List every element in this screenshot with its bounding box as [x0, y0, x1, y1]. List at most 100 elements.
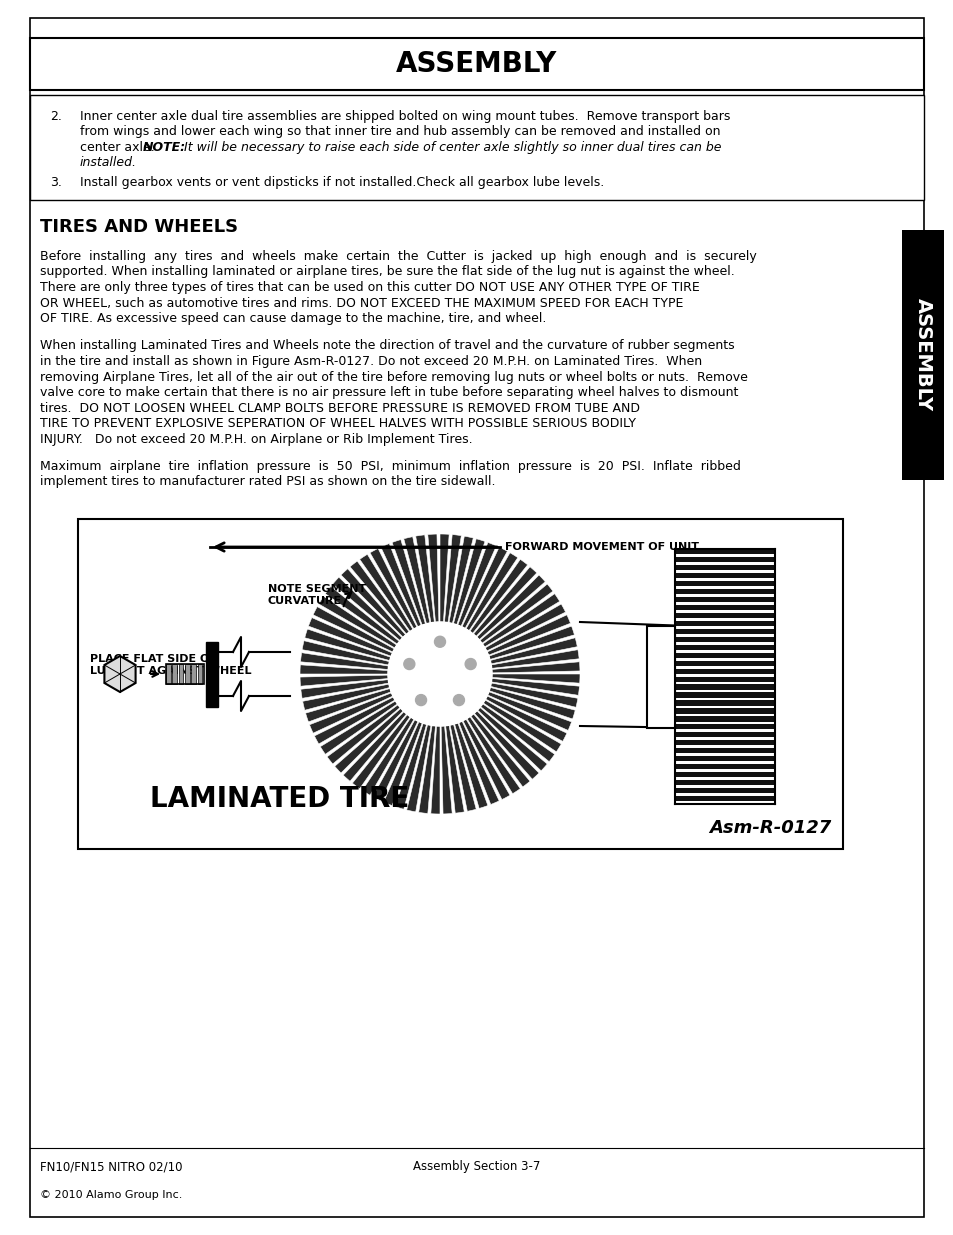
- Polygon shape: [490, 683, 578, 708]
- Text: Asm-R-0127: Asm-R-0127: [708, 819, 830, 837]
- Bar: [675, 756, 774, 761]
- Polygon shape: [308, 618, 392, 656]
- Text: installed.: installed.: [80, 157, 137, 169]
- Text: Install gearbox vents or vent dipsticks if not installed.Check all gearbox lube : Install gearbox vents or vent dipsticks …: [80, 177, 603, 189]
- Polygon shape: [320, 701, 397, 755]
- Bar: [675, 557, 774, 562]
- Circle shape: [403, 658, 415, 669]
- Polygon shape: [466, 716, 519, 794]
- Polygon shape: [453, 538, 484, 625]
- Bar: [172, 664, 177, 684]
- Polygon shape: [491, 650, 578, 668]
- Polygon shape: [485, 697, 566, 741]
- Polygon shape: [440, 726, 452, 814]
- Bar: [675, 580, 774, 587]
- Bar: [675, 613, 774, 618]
- Bar: [197, 664, 202, 684]
- Polygon shape: [449, 536, 473, 624]
- Bar: [78, 519, 842, 848]
- Text: ASSEMBLY: ASSEMBLY: [395, 49, 558, 78]
- Polygon shape: [480, 704, 554, 762]
- Bar: [675, 573, 774, 578]
- Polygon shape: [462, 719, 510, 799]
- Text: It will be necessary to raise each side of center axle slightly so inner dual ti: It will be necessary to raise each side …: [180, 141, 720, 154]
- Bar: [675, 797, 774, 802]
- Circle shape: [388, 622, 492, 726]
- Text: TIRES AND WHEELS: TIRES AND WHEELS: [40, 219, 238, 236]
- Polygon shape: [476, 576, 545, 640]
- Polygon shape: [492, 674, 579, 683]
- Polygon shape: [479, 584, 553, 643]
- Polygon shape: [373, 720, 417, 800]
- Bar: [166, 664, 171, 684]
- Polygon shape: [477, 708, 547, 771]
- Polygon shape: [304, 629, 391, 661]
- Text: Before  installing  any  tires  and  wheels  make  certain  the  Cutter  is  jac: Before installing any tires and wheels m…: [40, 249, 756, 263]
- Polygon shape: [335, 709, 403, 773]
- Polygon shape: [300, 653, 388, 669]
- Polygon shape: [313, 606, 394, 652]
- Text: removing Airplane Tires, let all of the air out of the tire before removing lug : removing Airplane Tires, let all of the …: [40, 370, 747, 384]
- Bar: [675, 677, 774, 682]
- Bar: [675, 629, 774, 634]
- Bar: [30, 95, 923, 200]
- Bar: [675, 589, 774, 594]
- Polygon shape: [340, 569, 405, 637]
- Bar: [675, 564, 774, 571]
- Polygon shape: [302, 684, 390, 710]
- Bar: [675, 716, 774, 721]
- Bar: [675, 700, 774, 705]
- Polygon shape: [362, 718, 414, 795]
- Polygon shape: [490, 637, 577, 664]
- Bar: [675, 740, 774, 746]
- Text: implement tires to manufacturer rated PSI as shown on the tire sidewall.: implement tires to manufacturer rated PS…: [40, 475, 495, 489]
- Polygon shape: [439, 534, 449, 622]
- Polygon shape: [395, 724, 426, 809]
- Polygon shape: [488, 626, 574, 659]
- Polygon shape: [300, 679, 389, 698]
- Polygon shape: [458, 721, 498, 804]
- Circle shape: [434, 636, 445, 647]
- Bar: [675, 772, 774, 777]
- Polygon shape: [445, 725, 464, 813]
- Bar: [901, 230, 943, 480]
- Polygon shape: [469, 559, 527, 634]
- Polygon shape: [359, 555, 413, 631]
- Bar: [675, 661, 774, 666]
- Bar: [675, 621, 774, 626]
- Bar: [675, 732, 774, 737]
- Text: Assembly Section 3-7: Assembly Section 3-7: [413, 1160, 540, 1173]
- Bar: [646, 625, 675, 727]
- Bar: [675, 668, 774, 674]
- Bar: [675, 709, 774, 714]
- Bar: [178, 664, 183, 684]
- Bar: [675, 781, 774, 785]
- Polygon shape: [483, 700, 560, 752]
- Polygon shape: [370, 548, 416, 629]
- Text: Inner center axle dual tire assemblies are shipped bolted on wing mount tubes.  : Inner center axle dual tire assemblies a…: [80, 110, 730, 124]
- Text: PLACE FLAT SIDE OF
LUG NUT AGAINST WHEEL: PLACE FLAT SIDE OF LUG NUT AGAINST WHEEL: [90, 655, 252, 676]
- Bar: [166, 664, 204, 684]
- Polygon shape: [454, 722, 487, 809]
- Polygon shape: [450, 724, 476, 811]
- Polygon shape: [104, 656, 135, 692]
- Polygon shape: [416, 535, 434, 622]
- Polygon shape: [444, 535, 461, 622]
- Bar: [675, 637, 774, 642]
- Polygon shape: [473, 567, 537, 636]
- Polygon shape: [392, 540, 425, 625]
- Text: When installing Laminated Tires and Wheels note the direction of travel and the : When installing Laminated Tires and Whee…: [40, 340, 734, 352]
- Bar: [675, 550, 774, 555]
- Text: NOTE SEGMENT
CURVATURE: NOTE SEGMENT CURVATURE: [268, 584, 366, 605]
- Text: INJURY.   Do not exceed 20 M.P.H. on Airplane or Rib Implement Tires.: INJURY. Do not exceed 20 M.P.H. on Airpl…: [40, 432, 472, 446]
- Polygon shape: [470, 714, 530, 787]
- Text: valve core to make certain that there is no air pressure left in tube before sep: valve core to make certain that there is…: [40, 387, 738, 399]
- Text: FORWARD MOVEMENT OF UNIT: FORWARD MOVEMENT OF UNIT: [504, 542, 699, 552]
- Text: ASSEMBLY: ASSEMBLY: [913, 299, 931, 411]
- Polygon shape: [489, 688, 575, 719]
- Polygon shape: [484, 604, 565, 651]
- Polygon shape: [380, 543, 420, 627]
- Circle shape: [465, 658, 476, 669]
- Polygon shape: [474, 711, 538, 779]
- Polygon shape: [461, 547, 507, 629]
